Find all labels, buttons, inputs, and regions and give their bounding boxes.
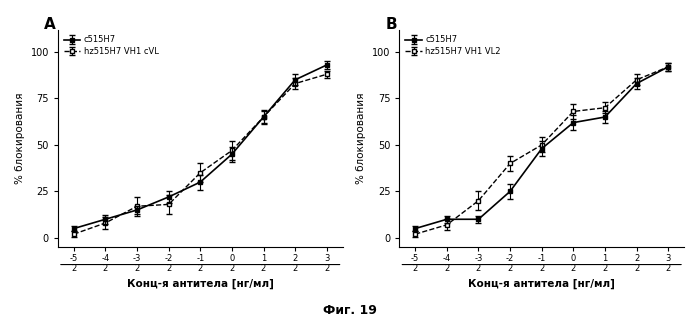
Text: Фиг. 19: Фиг. 19 [322,304,377,317]
Y-axis label: % блокирования: % блокирования [15,93,25,184]
X-axis label: Конц-я антитела [нг/мл]: Конц-я антитела [нг/мл] [127,279,274,289]
Y-axis label: % блокирования: % блокирования [356,93,366,184]
X-axis label: Конц-я антитела [нг/мл]: Конц-я антитела [нг/мл] [468,279,615,289]
Legend: c515H7, hz515H7 VH1 VL2: c515H7, hz515H7 VH1 VL2 [403,34,503,58]
Text: В: В [385,16,397,32]
Text: А: А [44,16,55,32]
Legend: c515H7, hz515H7 VH1 cVL: c515H7, hz515H7 VH1 cVL [62,34,160,58]
